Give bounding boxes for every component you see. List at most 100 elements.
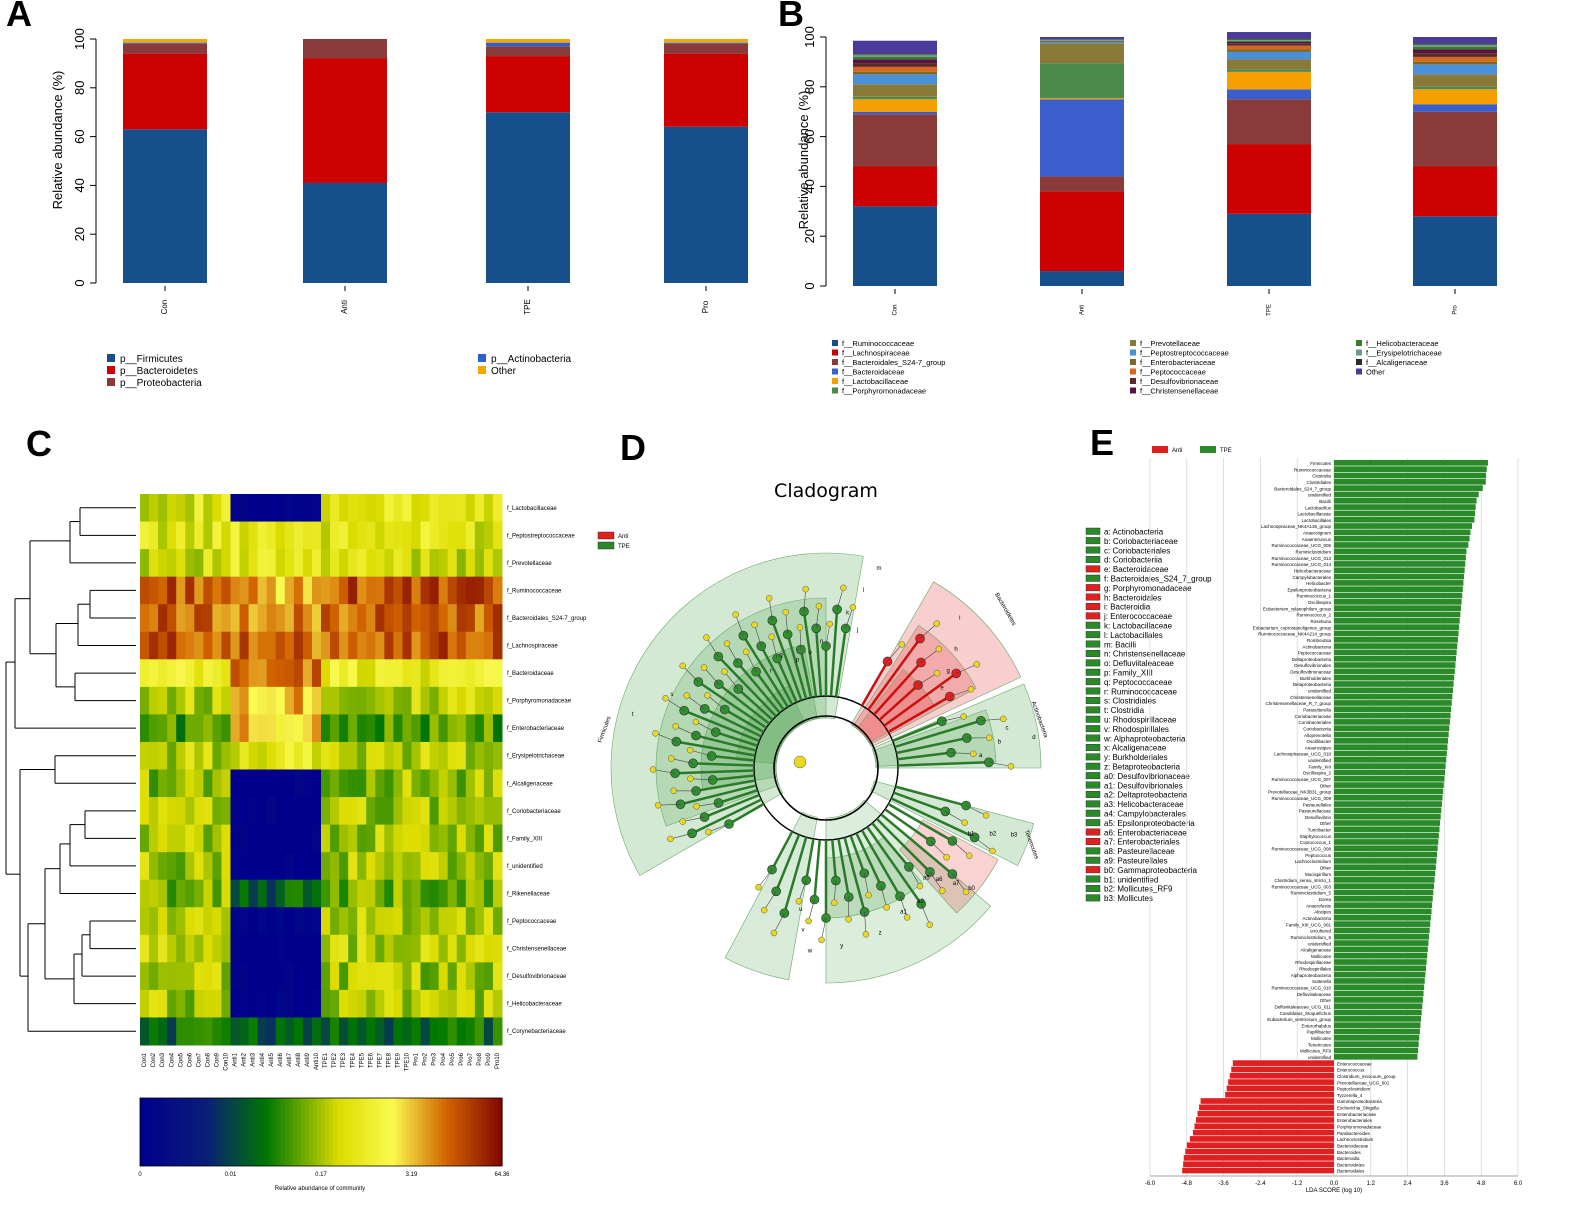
heatmap-cell — [357, 990, 367, 1018]
heatmap-cell — [375, 880, 385, 908]
heatmap-cell — [475, 935, 485, 963]
heatmap-cell — [231, 770, 241, 798]
taxon-label: b3: Mollicutes — [1104, 894, 1153, 903]
heatmap-cell — [312, 522, 322, 550]
lda-bar-label: Family_XIII — [1308, 764, 1331, 769]
heatmap-cell — [348, 549, 358, 577]
lda-bar-tpe — [1334, 542, 1468, 548]
legend-label: f__Prevotellaceae — [1140, 339, 1200, 348]
heatmap-cell — [249, 990, 259, 1018]
heatmap-cell — [176, 604, 186, 632]
legend-label: f__Bacteroidales_S24-7_group — [842, 358, 945, 367]
colorbar-step — [148, 1098, 153, 1166]
heatmap-cell — [412, 577, 422, 605]
lda-bar-tpe — [1334, 466, 1487, 472]
heatmap-cell — [412, 494, 422, 522]
colorbar-step — [228, 1098, 233, 1166]
heatmap-cell — [194, 687, 204, 715]
lda-bar-tpe — [1334, 890, 1433, 896]
lda-bar-label: Tenericutes — [1308, 1042, 1332, 1047]
colorbar-step — [220, 1098, 225, 1166]
bar-segment — [123, 39, 207, 43]
heatmap-cell — [466, 742, 476, 770]
heatmap-cell — [303, 852, 313, 880]
heatmap-cell — [140, 604, 150, 632]
lda-bar-label: Eubacterium_xylanophilum_group — [1263, 606, 1332, 611]
heatmap-cell — [384, 852, 394, 880]
colorbar-step — [426, 1098, 431, 1166]
heatmap-cell — [221, 825, 231, 853]
lda-bar-tpe — [1334, 852, 1437, 858]
heatmap-cell — [466, 604, 476, 632]
heatmap-cell — [466, 962, 476, 990]
heatmap-cell — [221, 907, 231, 935]
heatmap-cell — [484, 797, 494, 825]
heatmap-cell — [384, 549, 394, 577]
heatmap-cell — [267, 770, 277, 798]
legend-swatch — [1130, 369, 1136, 375]
heatmap-cell — [221, 852, 231, 880]
heatmap-cell — [167, 687, 177, 715]
heatmap-cell — [176, 907, 186, 935]
lda-bar-anti — [1199, 1104, 1334, 1110]
leaf-node — [680, 819, 686, 825]
heatmap-cell — [393, 880, 403, 908]
legend-swatch — [107, 378, 115, 386]
bar-segment — [1413, 49, 1497, 53]
y-tick-label: 100 — [802, 26, 817, 48]
taxon-label: h: Bacteroidales — [1104, 593, 1161, 602]
colorbar-step — [490, 1098, 495, 1166]
heatmap-cell — [312, 577, 322, 605]
lda-bar-label: unidentified — [1308, 1055, 1332, 1060]
taxon-swatch — [1086, 801, 1100, 808]
lda-bar-label: Campylobacterales — [1292, 575, 1331, 580]
heatmap-cell — [321, 935, 331, 963]
heatmap-cell — [249, 770, 259, 798]
heatmap-cell — [493, 962, 503, 990]
clade-label: z — [879, 930, 882, 936]
heatmap-cell — [457, 797, 467, 825]
bar-segment — [1040, 41, 1124, 42]
heatmap-cell — [231, 742, 241, 770]
leaf-node — [704, 692, 710, 698]
colorbar-step — [277, 1098, 282, 1166]
heatmap-cell — [267, 659, 277, 687]
heatmap-cell — [249, 852, 259, 880]
heatmap-cell — [258, 852, 268, 880]
lda-bar-label: Anaerostipes — [1305, 745, 1332, 750]
heatmap-cell — [439, 797, 449, 825]
lda-bar-tpe — [1334, 789, 1443, 795]
heatmap-cell — [285, 907, 295, 935]
lda-bar-anti — [1225, 1092, 1334, 1098]
heatmap-cell — [393, 797, 403, 825]
heatmap-cell — [303, 687, 313, 715]
leaf-node — [986, 735, 992, 741]
heatmap-cell — [402, 962, 412, 990]
leaf-node — [766, 595, 772, 601]
heatmap-cell — [421, 632, 431, 660]
heatmap-cell — [412, 522, 422, 550]
colorbar-step — [357, 1098, 362, 1166]
y-tick-label: 0 — [72, 279, 87, 286]
clade-label: r — [770, 669, 772, 675]
lda-bar-tpe — [1334, 1029, 1420, 1035]
heatmap-cell — [493, 907, 503, 935]
heatmap-cell — [258, 577, 268, 605]
heatmap-cell — [384, 962, 394, 990]
lda-bar-label: Other — [1320, 865, 1332, 870]
heatmap-cell — [466, 1017, 476, 1045]
colorbar-step — [257, 1098, 262, 1166]
heatmap-cell — [330, 577, 340, 605]
heatmap-cell — [203, 1017, 213, 1045]
heatmap-cell — [185, 522, 195, 550]
bar-segment — [1227, 41, 1311, 42]
bar-segment — [1227, 214, 1311, 286]
x-tick-label: Pro — [1453, 305, 1459, 315]
heatmap-cell — [303, 962, 313, 990]
lda-bar-tpe — [1334, 763, 1446, 769]
heatmap-cell — [303, 522, 313, 550]
lda-bar-tpe — [1334, 909, 1432, 915]
legend-swatch — [1130, 388, 1136, 394]
heatmap-cell — [258, 632, 268, 660]
lda-bar-label: Ruminococcaceae_UCG_010 — [1271, 985, 1331, 990]
